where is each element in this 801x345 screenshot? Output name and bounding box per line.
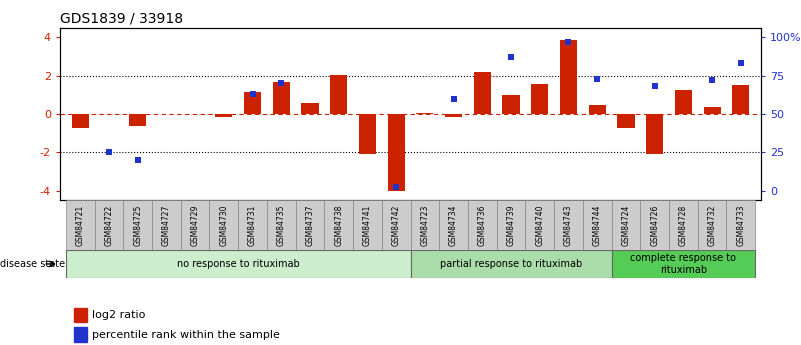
Bar [612,200,640,250]
Text: GSM84744: GSM84744 [593,204,602,246]
Bar [727,200,755,250]
Text: GSM84729: GSM84729 [191,205,199,246]
Bar [66,250,410,278]
Text: GSM84730: GSM84730 [219,204,228,246]
Text: GSM84724: GSM84724 [622,205,630,246]
Bar [215,114,232,117]
Bar [272,82,290,114]
Bar [640,200,669,250]
Bar [439,200,468,250]
Text: disease state: disease state [0,259,65,269]
Text: GSM84741: GSM84741 [363,205,372,246]
Text: complete response to
rituximab: complete response to rituximab [630,253,736,275]
Bar [468,200,497,250]
Text: GSM84736: GSM84736 [478,204,487,246]
Bar [612,250,755,278]
Bar [181,200,209,250]
Text: GSM84723: GSM84723 [421,205,429,246]
Bar [646,114,663,154]
Bar [74,327,87,342]
Bar [152,200,181,250]
Text: GSM84721: GSM84721 [75,205,85,246]
Bar [502,95,520,114]
Bar [554,200,583,250]
Text: GSM84740: GSM84740 [535,204,544,246]
Text: no response to rituximab: no response to rituximab [177,259,300,269]
Bar [359,114,376,154]
Bar [669,200,698,250]
Bar [560,40,577,114]
Text: GSM84727: GSM84727 [162,205,171,246]
Bar [382,200,410,250]
Bar [589,105,606,114]
Bar [244,92,261,114]
Bar [417,113,433,114]
Bar [497,200,525,250]
Text: GSM84731: GSM84731 [248,205,257,246]
Bar [410,250,612,278]
Bar [698,200,727,250]
Text: GSM84733: GSM84733 [736,204,746,246]
Text: GSM84726: GSM84726 [650,205,659,246]
Text: partial response to rituximab: partial response to rituximab [440,259,582,269]
Bar [238,200,267,250]
Text: GSM84734: GSM84734 [449,204,458,246]
Bar [618,114,634,128]
Bar [583,200,612,250]
Text: GSM84739: GSM84739 [506,204,516,246]
Bar [732,85,750,114]
Bar [353,200,382,250]
Bar [531,84,549,114]
Bar [703,107,721,114]
Bar [74,308,87,322]
Text: GSM84742: GSM84742 [392,205,400,246]
Bar [410,200,439,250]
Bar [674,90,692,114]
Text: GSM84735: GSM84735 [277,204,286,246]
Text: percentile rank within the sample: percentile rank within the sample [91,330,280,339]
Bar [66,200,95,250]
Bar [388,114,405,191]
Text: GSM84737: GSM84737 [305,204,315,246]
Bar [324,200,353,250]
Bar [445,114,462,117]
Text: GSM84725: GSM84725 [133,205,142,246]
Text: GSM84743: GSM84743 [564,204,573,246]
Text: GSM84738: GSM84738 [334,205,343,246]
Text: GSM84728: GSM84728 [679,205,688,246]
Bar [129,114,147,126]
Bar [296,200,324,250]
Bar [525,200,554,250]
Text: log2 ratio: log2 ratio [91,310,145,320]
Bar [301,103,319,114]
Bar [473,72,491,114]
Bar [209,200,238,250]
Text: GSM84732: GSM84732 [707,205,717,246]
Bar [330,75,348,114]
Bar [267,200,296,250]
Bar [123,200,152,250]
Bar [71,114,89,128]
Text: GDS1839 / 33918: GDS1839 / 33918 [60,11,183,25]
Text: GSM84722: GSM84722 [104,205,114,246]
Bar [95,200,123,250]
